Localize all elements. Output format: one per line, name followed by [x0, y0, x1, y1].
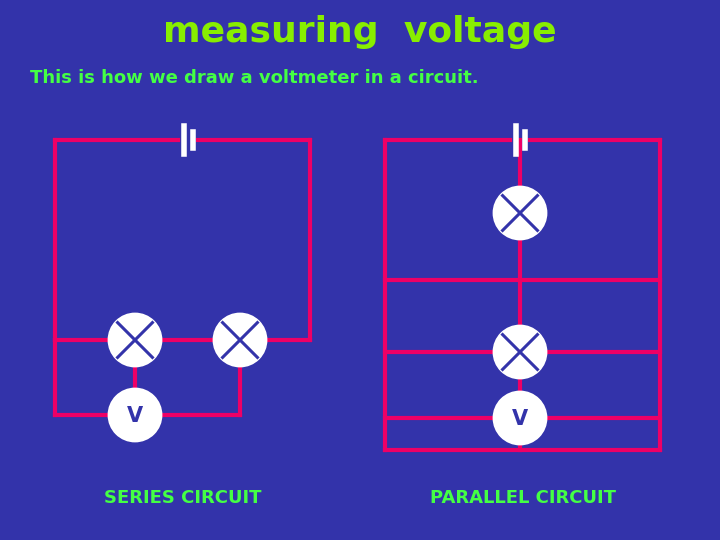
Text: V: V	[127, 406, 143, 426]
Circle shape	[214, 314, 266, 366]
Text: PARALLEL CIRCUIT: PARALLEL CIRCUIT	[430, 489, 616, 507]
Text: SERIES CIRCUIT: SERIES CIRCUIT	[104, 489, 261, 507]
Circle shape	[494, 187, 546, 239]
Circle shape	[494, 326, 546, 378]
Circle shape	[109, 389, 161, 441]
Text: V: V	[512, 409, 528, 429]
Circle shape	[109, 314, 161, 366]
Text: This is how we draw a voltmeter in a circuit.: This is how we draw a voltmeter in a cir…	[30, 69, 479, 87]
Circle shape	[494, 392, 546, 444]
Text: measuring  voltage: measuring voltage	[163, 15, 557, 49]
